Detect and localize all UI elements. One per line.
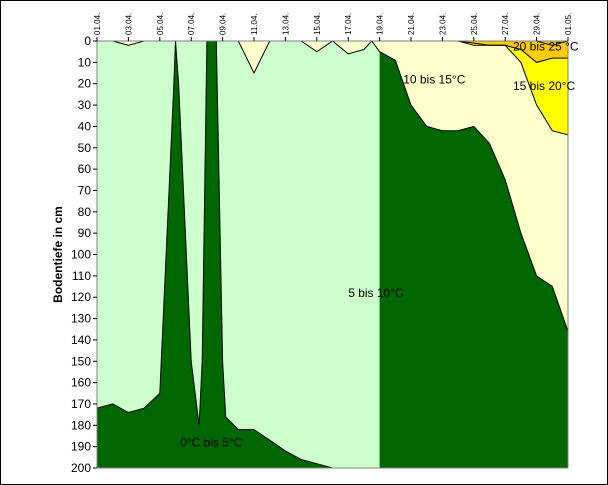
x-tick-label: 23.04. xyxy=(438,13,447,35)
x-tick-label: 25.04. xyxy=(470,13,479,35)
y-tick-label: 100 xyxy=(71,248,91,262)
y-tick-label: 80 xyxy=(78,205,92,219)
y-tick-label: 180 xyxy=(71,418,91,432)
x-tick-label: 29.04. xyxy=(533,13,542,35)
x-tick-label: 17.04. xyxy=(344,13,353,35)
y-tick-label: 200 xyxy=(71,461,91,475)
x-tick-label: 11.04. xyxy=(250,13,259,35)
y-tick-label: 50 xyxy=(78,141,92,155)
zone-label-0-5: 0°C bis 5°C xyxy=(180,436,243,450)
x-tick-label: 01.04. xyxy=(93,13,102,35)
x-tick-label: 03.04. xyxy=(124,13,133,35)
y-tick-label: 20 xyxy=(78,77,92,91)
isoline-5C xyxy=(97,41,380,468)
y-axis-title: Bodentiefe in cm xyxy=(51,206,65,303)
x-tick-label: 15.04. xyxy=(313,13,322,35)
x-tick-label: 27.04. xyxy=(501,13,510,35)
y-tick-label: 130 xyxy=(71,312,91,326)
x-tick-label: 19.04. xyxy=(376,13,385,35)
y-tick-label: 120 xyxy=(71,290,91,304)
zone-fill-15-20 xyxy=(411,41,568,135)
y-tick-label: 140 xyxy=(71,333,91,347)
y-tick-label: 30 xyxy=(78,98,92,112)
x-tick-label: 07.04. xyxy=(187,13,196,35)
y-tick-label: 10 xyxy=(78,55,92,69)
y-tick-label: 90 xyxy=(78,226,92,240)
isoline-25C xyxy=(489,41,568,46)
y-tick-label: 190 xyxy=(71,440,91,454)
isoline-10C xyxy=(97,41,568,332)
zone-fill-10-15 xyxy=(97,41,568,332)
y-tick-label: 110 xyxy=(72,269,91,283)
zone-label-10-15: 10 bis 15°C xyxy=(403,73,466,87)
y-tick-label: 60 xyxy=(78,162,92,176)
y-tick-label: 170 xyxy=(71,397,91,411)
zone-label-15-20: 15 bis 20°C xyxy=(513,79,576,93)
zone-fill-5-10 xyxy=(97,41,380,468)
x-tick-label: 05.04. xyxy=(156,13,165,35)
y-tick-label: 70 xyxy=(78,183,92,197)
x-tick-label: 09.04. xyxy=(219,13,228,35)
isoline-20C xyxy=(458,41,568,63)
x-tick-label: 01.05. xyxy=(564,13,573,35)
zone-label-5-10: 5 bis 10°C xyxy=(348,286,404,300)
y-tick-label: 40 xyxy=(78,119,92,133)
x-tick-label: 13.04. xyxy=(281,13,290,35)
y-tick-label: 150 xyxy=(71,354,91,368)
y-tick-label: 160 xyxy=(71,376,91,390)
y-tick-label: 0 xyxy=(84,34,91,48)
x-tick-label: 21.04. xyxy=(407,13,416,35)
zone-fill-20-25 xyxy=(458,41,568,63)
zone-label-20-25: 20 bis 25 °C xyxy=(513,40,579,54)
